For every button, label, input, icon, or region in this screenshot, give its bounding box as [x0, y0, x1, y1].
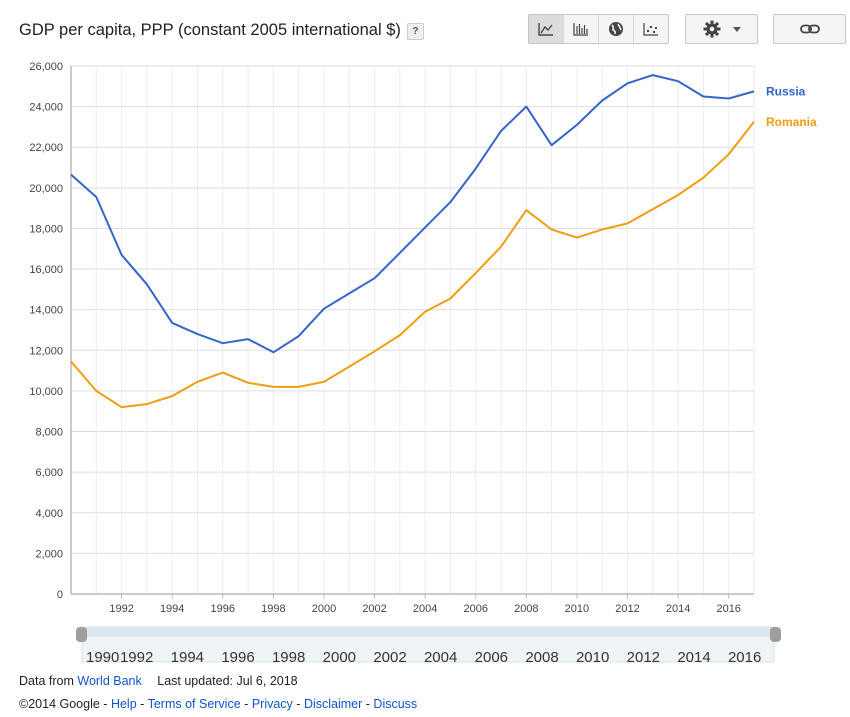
x-tick-label: 2000: [312, 603, 336, 615]
russia-series-line: [70, 74, 755, 354]
time-range-slider: 1990 1992 1994 1996 1998 2000 2002 2004 2006 2008…: [76, 626, 781, 666]
slider-year-label: 1990: [86, 649, 119, 666]
slider-labels: 1990 1992 1994 1996 1998 2000 2002 2004 2006 2008…: [86, 649, 761, 666]
settings-button[interactable]: [685, 14, 758, 44]
x-tick-label: 2004: [413, 603, 437, 615]
slider-year-label: 2014: [677, 649, 710, 666]
slider-year-label: 2002: [373, 649, 406, 666]
russia-legend-label: Russia: [766, 84, 806, 98]
globe-icon: [609, 22, 623, 36]
world-bank-link[interactable]: World Bank: [77, 674, 142, 688]
slider-year-label: 2000: [323, 649, 356, 666]
bar-chart-button[interactable]: [564, 15, 599, 43]
x-tick-label: 2010: [565, 603, 589, 615]
slider-year-label: 1994: [171, 649, 204, 666]
scatter-plot-icon: [643, 23, 658, 36]
y-tick-label: 20,000: [29, 183, 63, 195]
slider-handle-right[interactable]: [770, 627, 781, 642]
share-link-button[interactable]: [773, 14, 846, 44]
gear-icon: [703, 20, 720, 38]
y-tick-label: 14,000: [29, 305, 63, 317]
y-tick-label: 22,000: [29, 142, 63, 154]
x-tick-label: 1996: [211, 603, 235, 615]
x-tick-label: 1998: [261, 603, 285, 615]
chevron-down-icon: [732, 26, 741, 32]
y-tick-label: 16,000: [29, 264, 63, 276]
chart-title-text: GDP per capita, PPP (constant 2005 inter…: [19, 21, 401, 39]
help-link[interactable]: Help: [110, 697, 137, 711]
slider-handle-left[interactable]: [76, 627, 87, 642]
footer-links: ©2014 Google - Help - Terms of Service -…: [19, 697, 418, 711]
slider-year-label: 2008: [525, 649, 558, 666]
slider-year-label: 2010: [576, 649, 609, 666]
last-updated-text: Last updated: Jul 6, 2018: [157, 674, 298, 688]
x-tick-label: 2012: [615, 603, 639, 615]
slider-track-fill: [82, 627, 774, 637]
romania-series-line: [70, 121, 755, 409]
y-tick-label: 24,000: [29, 102, 63, 114]
y-tick-label: 0: [57, 589, 63, 601]
y-tick-label: 26,000: [29, 61, 63, 73]
chart-grid: [70, 65, 755, 595]
y-tick-label: 4,000: [35, 508, 63, 520]
discuss-link[interactable]: Discuss: [373, 697, 418, 711]
line-chart: 0 2,000 4,000 6,000 8,000 10,000 12,000 14,000 1…: [29, 61, 817, 666]
copyright-text: ©2014 Google: [19, 697, 100, 711]
terms-link[interactable]: Terms of Service: [147, 697, 241, 711]
romania-legend-label: Romania: [766, 115, 817, 129]
slider-year-label: 2012: [627, 649, 660, 666]
slider-year-label: 1992: [120, 649, 153, 666]
data-from-label: Data from: [19, 674, 74, 688]
x-tick-label: 2014: [666, 603, 690, 615]
bar-chart-icon: [573, 23, 588, 36]
scatter-plot-button[interactable]: [634, 15, 668, 43]
link-icon: [799, 24, 820, 34]
y-tick-label: 18,000: [29, 223, 63, 235]
data-source-line: Data from World Bank Last updated: Jul 6…: [19, 674, 298, 688]
map-view-button[interactable]: [599, 15, 634, 43]
x-tick-label: 1992: [109, 603, 133, 615]
y-tick-label: 8,000: [35, 427, 63, 439]
y-tick-label: 10,000: [29, 386, 63, 398]
slider-year-label: 2004: [424, 649, 457, 666]
slider-year-label: 1998: [272, 649, 305, 666]
chart-series: Russia Romania: [70, 74, 817, 409]
help-button[interactable]: ?: [406, 23, 424, 40]
chart-title: GDP per capita, PPP (constant 2005 inter…: [19, 21, 424, 40]
x-tick-label: 2008: [514, 603, 538, 615]
y-tick-label: 2,000: [35, 548, 63, 560]
y-tick-label: 12,000: [29, 345, 63, 357]
chart-type-toolbar: [528, 14, 669, 44]
chart-axes: 0 2,000 4,000 6,000 8,000 10,000 12,000 14,000 1…: [29, 61, 754, 615]
slider-year-label: 1996: [221, 649, 254, 666]
x-tick-label: 2006: [463, 603, 487, 615]
slider-year-label: 2016: [728, 649, 761, 666]
x-tick-label: 1994: [160, 603, 184, 615]
x-tick-label: 2016: [716, 603, 740, 615]
line-chart-button[interactable]: [529, 15, 564, 43]
slider-year-label: 2006: [475, 649, 508, 666]
y-tick-label: 6,000: [35, 467, 63, 479]
privacy-link[interactable]: Privacy: [251, 697, 293, 711]
line-chart-icon: [538, 23, 553, 36]
disclaimer-link[interactable]: Disclaimer: [303, 697, 363, 711]
x-tick-label: 2002: [362, 603, 386, 615]
